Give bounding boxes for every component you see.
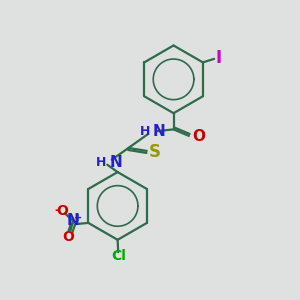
Text: N: N bbox=[110, 155, 122, 170]
Text: Cl: Cl bbox=[111, 249, 126, 263]
Text: -: - bbox=[55, 204, 60, 217]
Text: O: O bbox=[56, 204, 68, 218]
Text: N: N bbox=[67, 213, 80, 228]
Text: +: + bbox=[74, 213, 82, 223]
Text: O: O bbox=[192, 129, 205, 144]
Text: O: O bbox=[62, 230, 74, 244]
Text: H: H bbox=[140, 125, 150, 138]
Text: S: S bbox=[149, 143, 161, 161]
Text: I: I bbox=[216, 49, 222, 67]
Text: H: H bbox=[96, 156, 107, 169]
Text: N: N bbox=[153, 124, 166, 139]
